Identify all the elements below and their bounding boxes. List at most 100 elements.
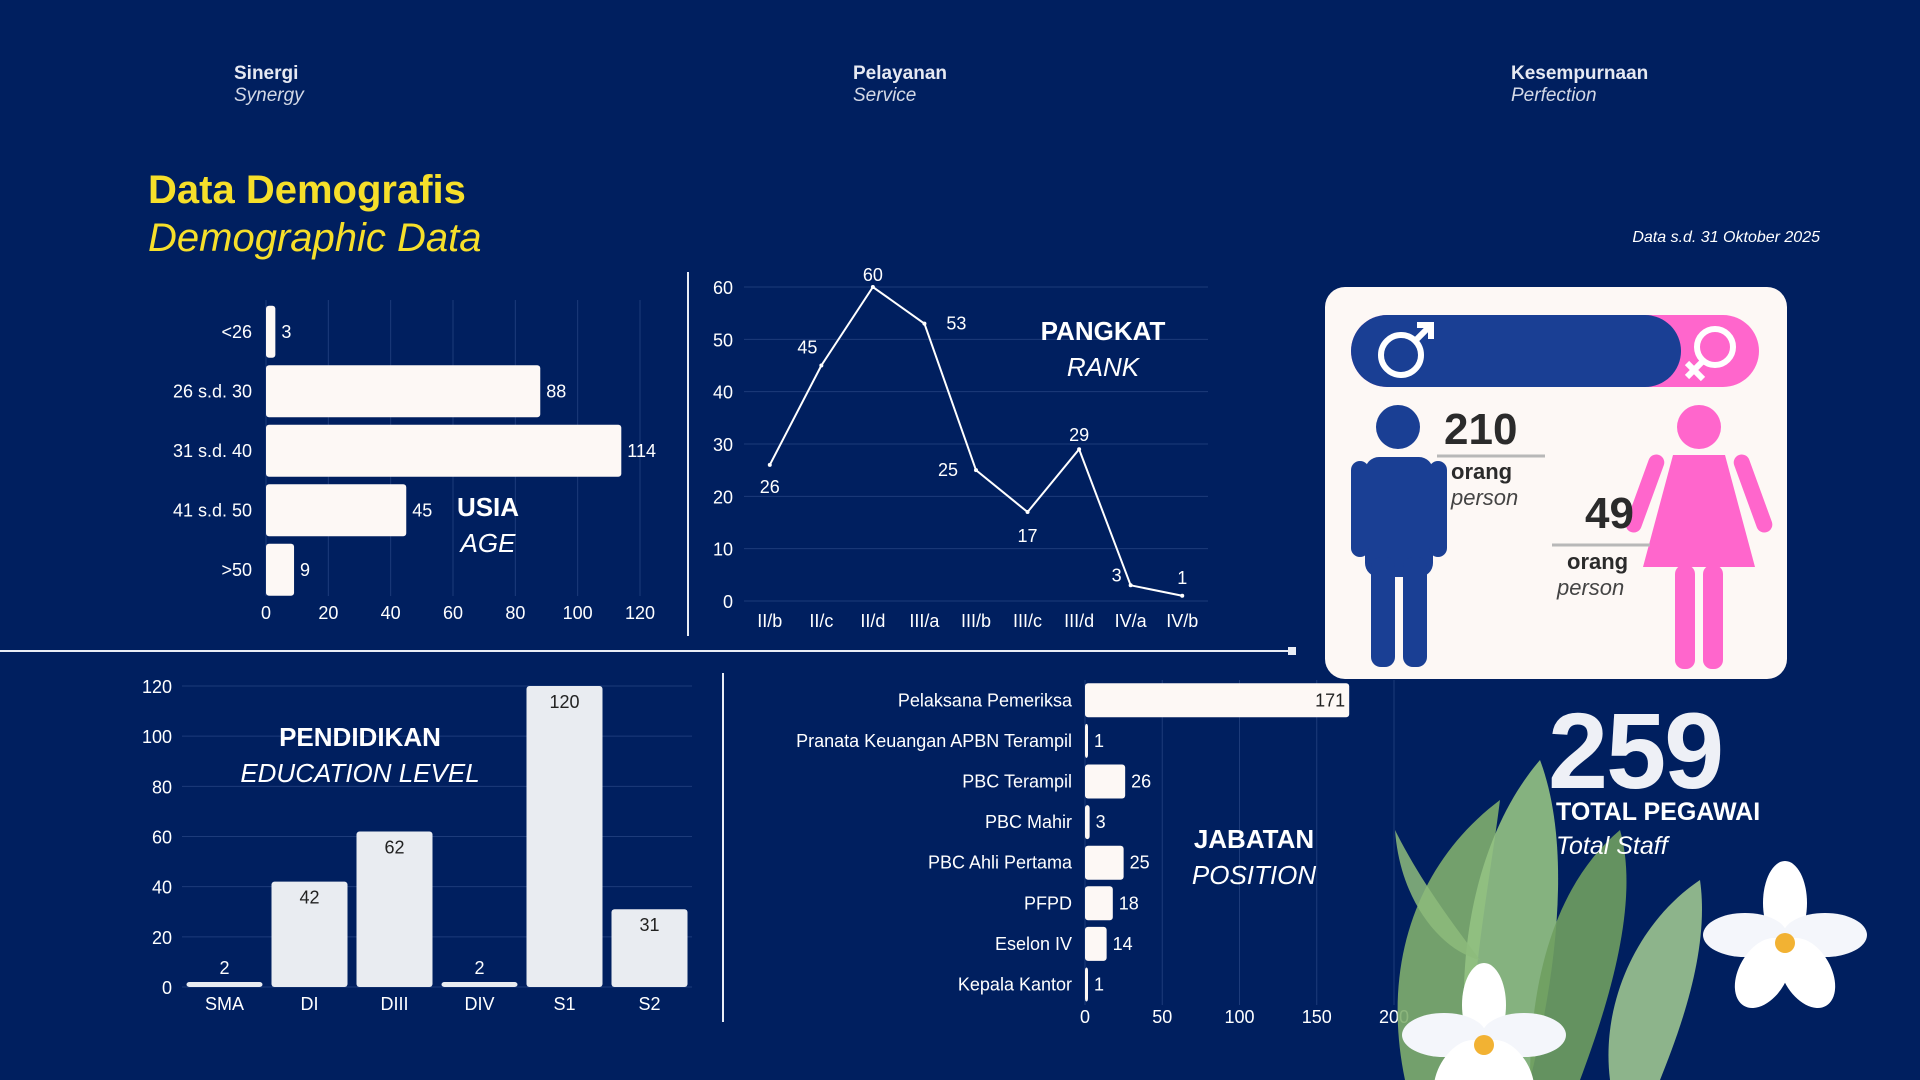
position-bar	[1085, 926, 1107, 961]
rank-point	[819, 363, 824, 368]
rank-point	[767, 462, 772, 467]
education-data-label: 42	[299, 888, 319, 908]
position-category-label: PBC Ahli Pertama	[928, 853, 1073, 873]
female-symbol-icon	[1684, 326, 1736, 382]
age-bar	[266, 543, 295, 596]
rank-y-tick-label: 40	[713, 383, 733, 403]
rank-x-tick-label: IV/b	[1166, 611, 1198, 631]
age-chart: 0 20 40 60 80 100 120 <26 3 26 s.d. 30 88 31 s.d. 4…	[173, 300, 656, 623]
position-category-label: Pranata Keuangan APBN Terampil	[796, 731, 1072, 751]
age-bar	[266, 365, 541, 418]
age-category-label: <26	[221, 322, 252, 342]
age-category-label: 41 s.d. 50	[173, 500, 252, 520]
motto-translation: Perfection	[1511, 85, 1597, 106]
rank-data-label: 3	[1112, 565, 1122, 585]
rank-chart: 0 10 20 30 40 50 60 II/b 26 II/c 45 II/d 60 III/a 53 II…	[713, 265, 1208, 631]
position-category-label: Eselon IV	[995, 934, 1072, 954]
male-unit-en: person	[1451, 485, 1519, 510]
education-y-tick-label: 100	[142, 727, 172, 747]
rank-point	[870, 285, 875, 289]
education-chart-subtitle: EDUCATION LEVEL	[240, 758, 479, 788]
education-x-tick-label: S1	[553, 994, 575, 1014]
rank-y-tick-label: 60	[713, 278, 733, 298]
total-staff-count: 259	[1548, 690, 1724, 811]
rank-point	[1025, 510, 1030, 515]
education-y-tick-label: 80	[152, 777, 172, 797]
age-chart-subtitle: AGE	[459, 528, 517, 558]
age-data-label: 88	[546, 381, 566, 401]
motto-translation: Synergy	[234, 85, 304, 106]
position-category-label: PBC Terampil	[962, 772, 1072, 792]
position-data-label: 1	[1094, 731, 1104, 751]
education-y-tick-label: 20	[152, 928, 172, 948]
position-category-label: Kepala Kantor	[958, 975, 1072, 995]
position-category-label: PBC Mahir	[985, 812, 1072, 832]
age-bar	[266, 424, 622, 477]
female-count: 49	[1585, 489, 1634, 538]
rank-x-tick-label: III/c	[1013, 611, 1042, 631]
age-category-label: 26 s.d. 30	[173, 381, 252, 401]
age-data-label: 9	[300, 560, 310, 580]
rank-y-tick-label: 10	[713, 540, 733, 560]
page-subtitle: Demographic Data	[148, 216, 482, 260]
age-data-label: 3	[281, 322, 291, 342]
education-bar	[186, 981, 263, 987]
motto-label: Sinergi	[234, 63, 299, 84]
position-chart-title: JABATAN	[1194, 824, 1314, 854]
flower-decoration	[1395, 760, 1867, 1080]
education-y-tick-label: 0	[162, 978, 172, 998]
rank-point	[922, 321, 927, 326]
rank-y-tick-label: 30	[713, 435, 733, 455]
rank-x-tick-label: II/c	[809, 611, 833, 631]
position-bar	[1085, 967, 1088, 1002]
date-note: Data s.d. 31 Oktober 2025	[1632, 229, 1820, 246]
rank-x-tick-label: II/b	[757, 611, 782, 631]
page-title: Data Demografis	[148, 168, 466, 212]
position-data-label: 1	[1094, 975, 1104, 995]
motto-translation: Service	[853, 85, 917, 106]
motto-label: Pelayanan	[853, 63, 947, 84]
gender-card: 210 orang person 49 orang person	[1325, 287, 1787, 679]
rank-data-label: 25	[938, 460, 958, 480]
position-bar	[1085, 723, 1088, 758]
rank-data-label: 29	[1069, 425, 1089, 445]
female-unit-en: person	[1557, 575, 1625, 600]
rank-data-label: 60	[863, 265, 883, 285]
education-x-tick-label: DIV	[464, 994, 494, 1014]
age-bar	[266, 484, 407, 537]
rank-point	[1128, 583, 1133, 588]
position-category-label: Pelaksana Pemeriksa	[898, 690, 1073, 710]
rank-y-tick-label: 50	[713, 330, 733, 350]
rank-x-tick-label: III/d	[1064, 611, 1094, 631]
male-figure-icon	[1351, 405, 1447, 667]
age-x-tick-label: 120	[625, 603, 655, 623]
age-category-label: 31 s.d. 40	[173, 441, 252, 461]
age-x-tick-label: 100	[563, 603, 593, 623]
position-x-tick-label: 150	[1302, 1007, 1332, 1027]
education-x-tick-label: SMA	[205, 994, 244, 1014]
education-y-tick-label: 40	[152, 878, 172, 898]
education-data-label: 120	[549, 692, 579, 712]
male-unit: orang	[1451, 459, 1513, 484]
age-x-tick-label: 20	[318, 603, 338, 623]
rank-y-tick-label: 20	[713, 487, 733, 507]
education-bar	[356, 831, 433, 987]
position-bar	[1085, 805, 1090, 840]
rank-x-tick-label: IV/a	[1115, 611, 1148, 631]
divider-end-marker	[1288, 647, 1296, 655]
total-staff-label: TOTAL PEGAWAI	[1556, 798, 1761, 826]
age-category-label: >50	[221, 560, 252, 580]
rank-x-tick-label: III/b	[961, 611, 991, 631]
rank-chart-title: PANGKAT	[1041, 316, 1166, 346]
rank-chart-subtitle: RANK	[1067, 352, 1141, 382]
age-chart-title: USIA	[457, 492, 519, 522]
education-y-tick-label: 120	[142, 677, 172, 697]
position-bar	[1085, 683, 1350, 718]
motto-sinergi: Sinergi Synergy	[234, 63, 304, 107]
rank-data-label: 45	[797, 338, 817, 358]
female-unit: orang	[1567, 549, 1629, 574]
motto-kesempurnaan: Kesempurnaan Perfection	[1511, 63, 1648, 107]
education-x-tick-label: DI	[301, 994, 319, 1014]
